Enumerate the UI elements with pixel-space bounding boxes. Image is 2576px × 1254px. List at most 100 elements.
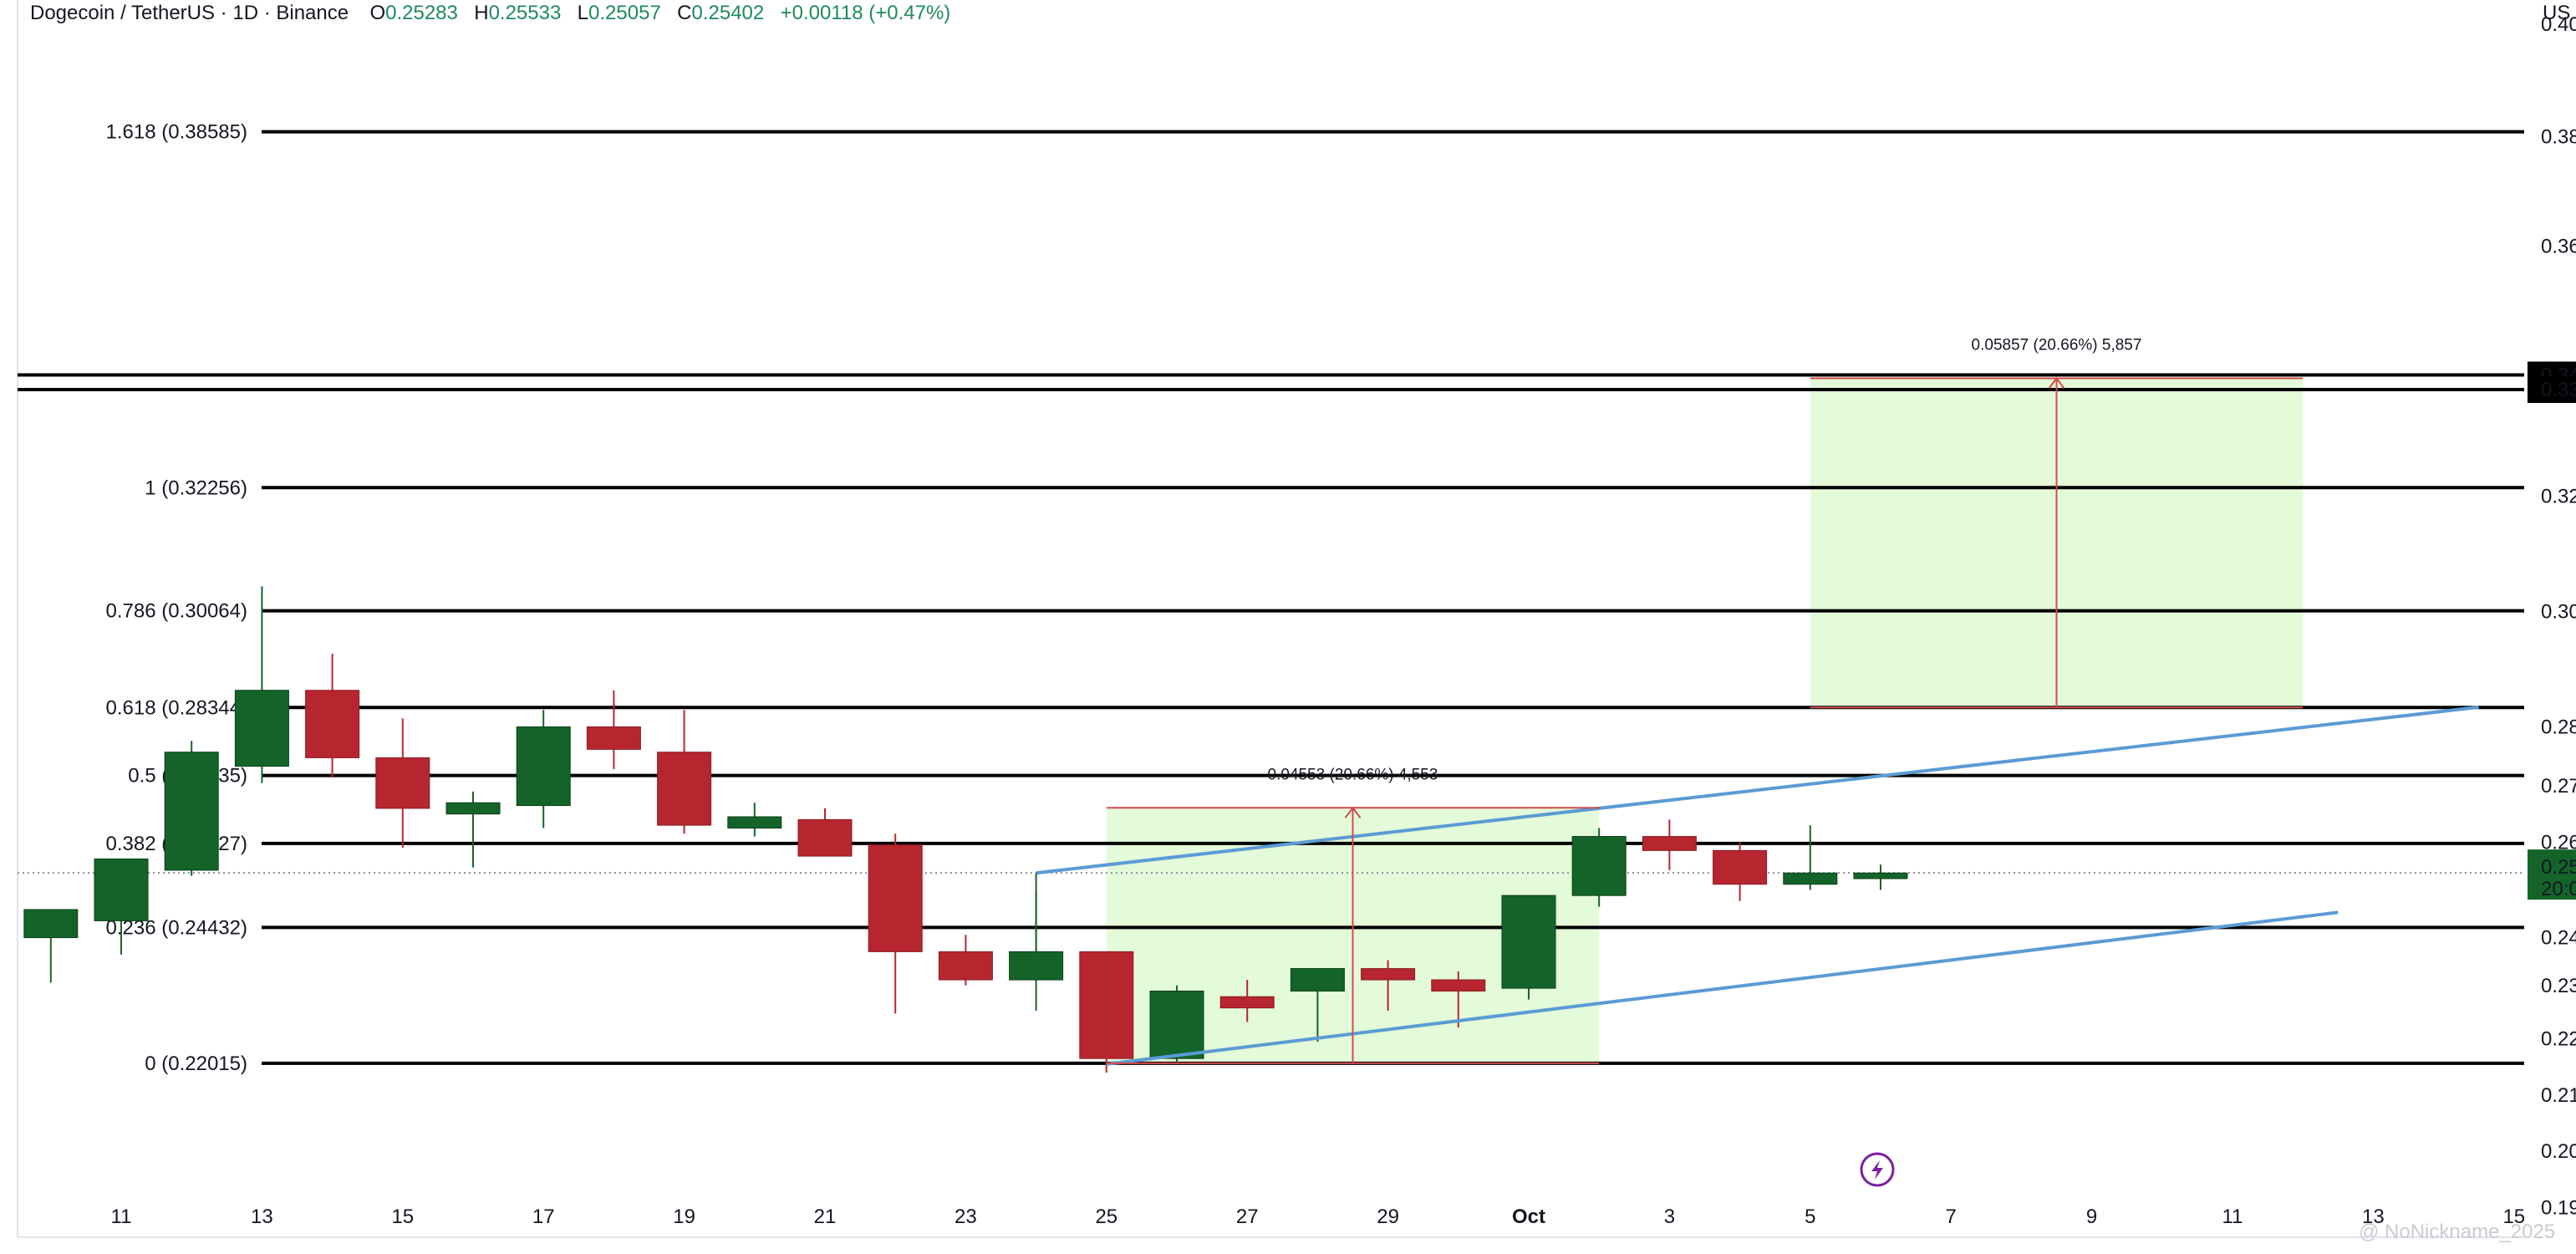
price-tick-label: 0.32 [2541, 486, 2576, 508]
time-tick-label: 13 [2362, 1206, 2385, 1228]
time-axis[interactable]: 11 13 15 17 19 21 23 25 27 29 Oct 3 5 7 9 11 13 15 [111, 1206, 2526, 1228]
time-tick-label: 29 [1377, 1206, 1399, 1228]
time-tick-label: 27 [1236, 1206, 1259, 1228]
time-tick-label: 25 [1095, 1206, 1117, 1228]
price-tick-label: 0.23 [2541, 975, 2576, 997]
candle-body [868, 844, 923, 952]
horizontal-line-tag-label-1: 0.33 [2541, 379, 2576, 401]
price-tick-label: 0.21 [2541, 1084, 2576, 1107]
candle [305, 654, 360, 777]
target-zones [1106, 378, 2304, 1063]
open-value: 0.25283 [385, 2, 458, 24]
time-tick-label: 11 [2222, 1206, 2243, 1228]
candle-body [1713, 849, 1768, 885]
time-tick-label: 23 [955, 1206, 977, 1228]
candle [1361, 960, 1416, 1012]
candle-body [797, 818, 853, 857]
horizontal-lines[interactable]: 0.340.33 [18, 361, 2576, 403]
high-label: H [474, 2, 489, 24]
candle-body [1501, 895, 1556, 989]
candle [516, 710, 571, 828]
candle-body [586, 726, 641, 750]
candle [1853, 864, 1908, 890]
channel-lines[interactable] [1035, 705, 2479, 1066]
time-tick-label: 13 [251, 1206, 273, 1228]
candle-body [1009, 951, 1064, 981]
price-measure-2[interactable]: 0.05857 (20.66%) 5,857 [1810, 336, 2304, 709]
price-measures[interactable]: 0.04553 (20.66%) 4,553 0.05857 (20.66%) 5… [1106, 336, 2304, 1064]
candle [938, 935, 993, 986]
open-label: O [369, 2, 386, 24]
fib-label-1: 1 (0.32256) [145, 477, 247, 499]
price-tick-label: 0.38 [2541, 125, 2576, 148]
candle [1079, 951, 1134, 1073]
candle-body [375, 757, 430, 809]
lightning-icon[interactable] [1860, 1152, 1895, 1187]
candle [727, 803, 782, 837]
candle [23, 909, 79, 983]
measure-arrow-head [2048, 376, 2065, 390]
candle-body [1149, 990, 1204, 1059]
close-value: 0.25402 [691, 2, 765, 24]
time-tick-label: 15 [391, 1206, 414, 1228]
candle-body [1290, 968, 1345, 991]
price-tick-label: 0.27 [2541, 775, 2576, 798]
candle [1713, 842, 1768, 901]
price-tick-label: 0.30 [2541, 601, 2576, 624]
candle [164, 741, 219, 876]
candle-body [727, 816, 782, 828]
candle-body [516, 726, 571, 807]
chart-header: Dogecoin / TetherUS · 1D · Binance O0.25… [30, 2, 950, 25]
candle-body [23, 909, 79, 939]
candle [94, 858, 149, 955]
current-price-tag [2528, 849, 2576, 900]
price-measure-1[interactable]: 0.04553 (20.66%) 4,553 [1106, 766, 1600, 1064]
time-tick-label: 17 [532, 1206, 555, 1228]
price-tick-label: 0.22 [2541, 1028, 2576, 1051]
time-tick-label: 15 [2502, 1206, 2525, 1228]
current-price-tag-label: 0.25 [2541, 856, 2576, 879]
price-tick-label: 0.40 [2541, 13, 2576, 36]
candle-body [1853, 872, 1908, 879]
candle-body [305, 690, 360, 758]
high-value: 0.25533 [488, 2, 562, 24]
price-tick-label: 0.24 [2541, 927, 2576, 950]
candle-body [1219, 996, 1275, 1009]
low-value: 0.25057 [588, 2, 661, 24]
candle [657, 710, 712, 834]
channel-line-2[interactable] [1106, 910, 2339, 1066]
candle-body [94, 858, 149, 921]
currency-label[interactable]: US [2543, 2, 2571, 24]
time-tick-label: 21 [814, 1206, 837, 1228]
watermark: @ NoNickname_2025 [2359, 1221, 2555, 1243]
time-tick-label: 7 [1946, 1206, 1957, 1228]
price-axis[interactable]: 0.400.380.360.320.300.280.270.260.240.23… [2528, 13, 2576, 1219]
time-tick-label: 19 [673, 1206, 695, 1228]
candle [1290, 968, 1345, 1042]
price-tick-label: 0.19 [2541, 1196, 2576, 1219]
candle [586, 690, 641, 769]
price-tick-label: 0.36 [2541, 236, 2576, 258]
candle-body [1361, 968, 1416, 981]
channel-line-1[interactable] [1036, 705, 2479, 875]
candle [1219, 980, 1275, 1022]
candle [1149, 985, 1204, 1064]
fib-label-3: 0.618 (0.28344) [106, 696, 247, 719]
candle-body [234, 690, 289, 767]
candle-body [1783, 872, 1838, 885]
candle-body [1079, 951, 1134, 1059]
candles [23, 586, 1908, 1073]
candle-body [164, 752, 219, 871]
low-label: L [577, 2, 589, 24]
fib-label-7: 0 (0.22015) [145, 1053, 247, 1075]
current-price-countdown: 20:0 [2541, 878, 2576, 900]
candle-body [445, 802, 501, 815]
symbol-title[interactable]: Dogecoin / TetherUS · 1D · Binance [30, 2, 349, 24]
fib-label-0: 1.618 (0.38585) [106, 121, 247, 144]
candle [234, 586, 289, 783]
change-value: +0.00118 (+0.47%) [780, 2, 951, 24]
candle [1431, 971, 1486, 1028]
close-label: C [677, 2, 692, 24]
candle [375, 718, 430, 849]
